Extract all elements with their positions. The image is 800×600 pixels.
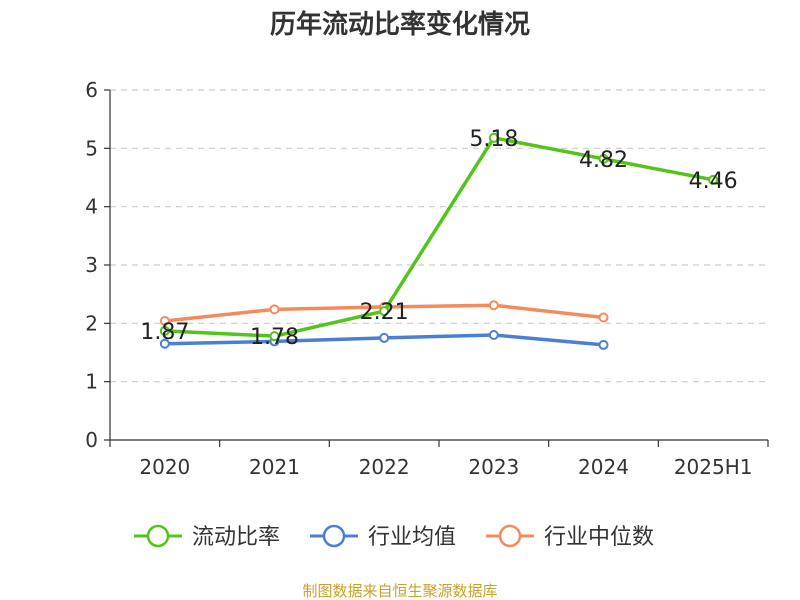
series-point — [598, 339, 609, 350]
legend-swatch-marker — [146, 524, 170, 548]
x-tick-label: 2025H1 — [674, 455, 753, 479]
series-point — [269, 331, 280, 342]
y-tick-label: 4 — [85, 195, 98, 219]
data-label: 4.46 — [689, 169, 738, 194]
legend-swatch-marker — [322, 524, 346, 548]
chart-title: 历年流动比率变化情况 — [270, 9, 530, 40]
series-point — [598, 312, 609, 323]
x-tick-label: 2024 — [578, 455, 629, 479]
series-point — [488, 330, 499, 340]
legend-item[interactable]: 流动比率 — [134, 524, 280, 550]
x-tick-label: 2022 — [359, 455, 410, 479]
y-tick-label: 5 — [85, 136, 98, 160]
data-label: 1.87 — [140, 320, 189, 345]
series-group — [159, 132, 719, 350]
series-point — [598, 153, 609, 164]
data-labels: 1.87 1.78 2.21 5.18 4.82 4.46 — [140, 127, 737, 350]
series-point — [379, 306, 390, 317]
axes: 0 1 2 3 4 5 6 2020 2021 2022 2023 2024 2025H1 — [85, 78, 769, 479]
series-point — [708, 174, 719, 185]
legend[interactable]: 流动比率 行业均值 行业中位数 — [134, 524, 654, 550]
source-note: 制图数据来自恒生聚源数据库 — [302, 582, 497, 600]
series-point — [159, 338, 170, 349]
series-point — [269, 304, 280, 315]
y-tick-label: 6 — [85, 78, 98, 102]
series-point — [379, 332, 390, 343]
y-tick-label: 3 — [85, 253, 98, 277]
x-tick-label: 2023 — [468, 455, 519, 479]
y-tick-label: 0 — [85, 428, 98, 452]
x-tick-label: 2021 — [249, 455, 300, 479]
series-point — [159, 325, 170, 336]
series-point — [488, 300, 499, 311]
y-tick-label: 1 — [85, 370, 98, 394]
series-point — [488, 132, 499, 143]
legend-item[interactable]: 行业中位数 — [486, 524, 654, 550]
legend-label: 行业中位数 — [544, 525, 654, 550]
legend-label: 流动比率 — [192, 525, 280, 550]
x-tick-label: 2020 — [139, 455, 190, 479]
data-label: 5.18 — [469, 127, 518, 152]
series-point — [159, 316, 170, 326]
data-label: 4.82 — [579, 148, 628, 173]
legend-swatch-marker — [498, 524, 522, 548]
legend-label: 行业均值 — [368, 525, 456, 550]
data-label: 1.78 — [250, 325, 299, 350]
series-line — [163, 136, 715, 338]
legend-item[interactable]: 行业均值 — [310, 524, 456, 550]
y-tick-label: 2 — [85, 311, 98, 335]
data-label: 2.21 — [360, 300, 409, 325]
